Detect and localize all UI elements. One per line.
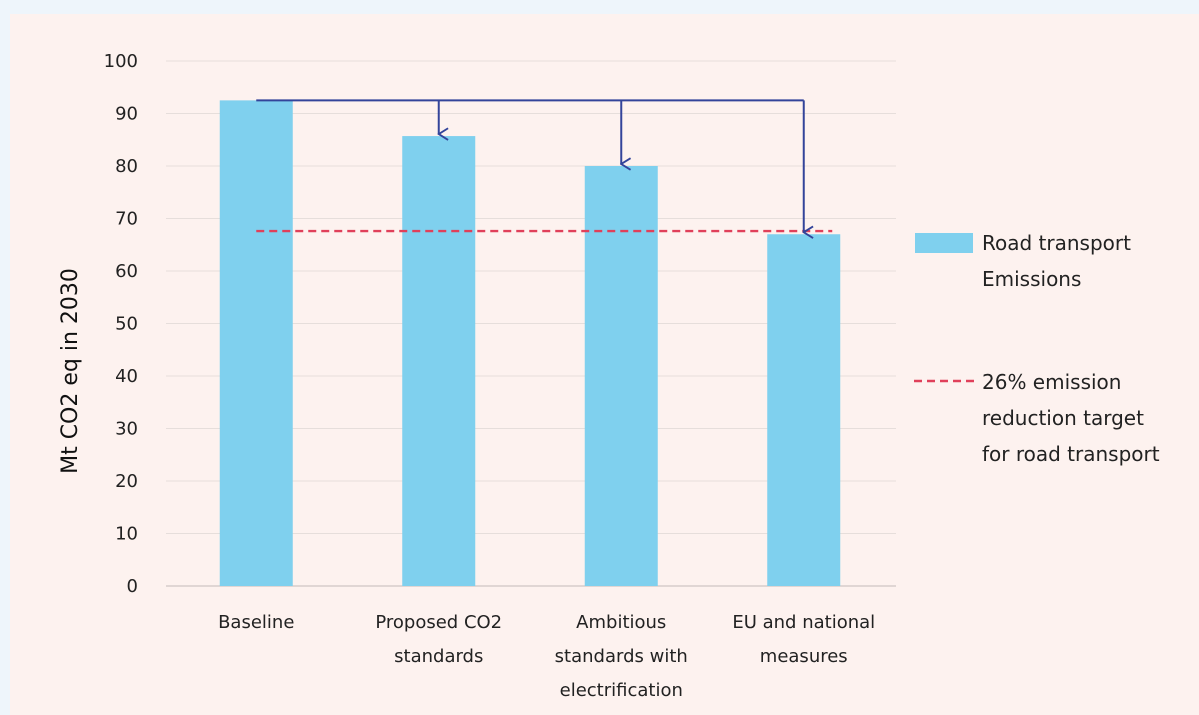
y-axis-title: Mt CO2 eq in 2030 [58, 268, 83, 474]
bar [767, 234, 841, 586]
legend-target-label: 26% emission reduction target for road tra… [982, 370, 1160, 466]
x-category-label: Proposed CO2 standards [375, 612, 502, 667]
legend-bar-label: Road transport Emissions [982, 231, 1131, 291]
y-tick-label: 50 [115, 314, 138, 335]
y-tick-label: 80 [115, 156, 138, 177]
y-axis-ticks: 0 10 20 30 40 50 60 70 80 90 100 [104, 51, 138, 597]
bar [402, 136, 476, 586]
x-category-label: EU and national measures [732, 612, 875, 667]
x-axis-categories: Baseline Proposed CO2 standards Ambitious st… [218, 612, 875, 701]
bar [584, 166, 658, 586]
x-category-label: Ambitious standards with electrification [555, 612, 688, 701]
y-tick-label: 0 [127, 576, 138, 597]
y-tick-label: 40 [115, 366, 138, 387]
y-tick-label: 90 [115, 104, 138, 125]
y-tick-label: 100 [104, 51, 138, 72]
legend-bar-swatch [915, 233, 973, 253]
bar [219, 100, 293, 586]
legend: Road transport Emissions 26% emission reduc… [914, 231, 1160, 466]
chart-panel: 0 10 20 30 40 50 60 70 80 90 100 Baseline Proposed … [10, 14, 1199, 715]
y-tick-label: 10 [115, 524, 138, 545]
x-category-label: Baseline [218, 612, 294, 633]
y-tick-label: 60 [115, 261, 138, 282]
y-tick-label: 20 [115, 471, 138, 492]
y-tick-label: 70 [115, 209, 138, 230]
reduction-arrows [256, 99, 804, 232]
emissions-bar-chart: 0 10 20 30 40 50 60 70 80 90 100 Baseline Proposed … [58, 51, 1160, 701]
y-tick-label: 30 [115, 419, 138, 440]
bars [219, 100, 841, 586]
